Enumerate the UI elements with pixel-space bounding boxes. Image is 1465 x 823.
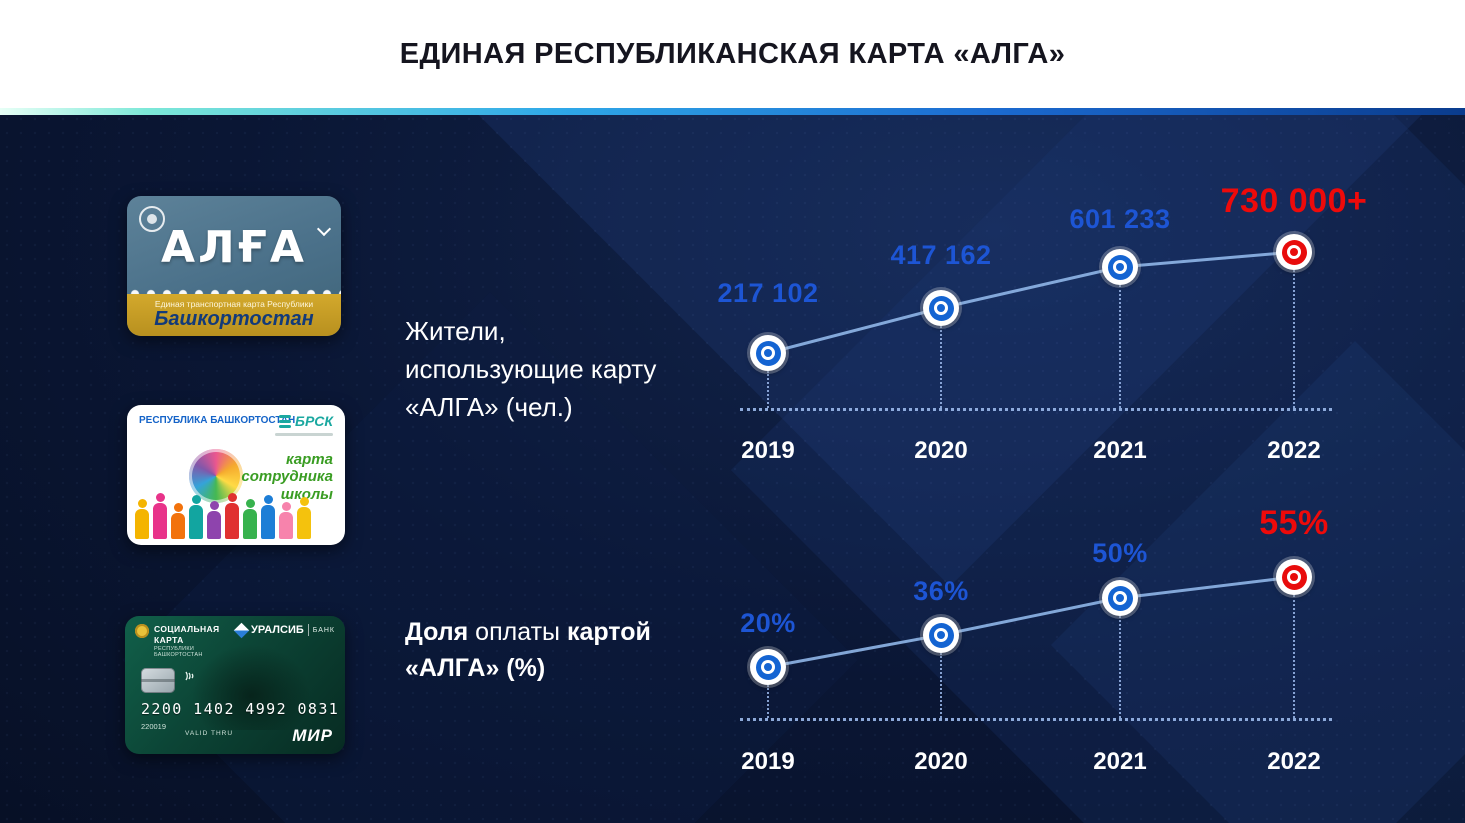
- share-line-chart: 20% 36% 50% 55% 2019 2020 2021 2022: [700, 500, 1390, 810]
- value-label-2020: 36%: [913, 576, 969, 606]
- person-silhouette: [135, 499, 149, 539]
- label-line: «АЛГА» (чел.): [405, 392, 573, 422]
- data-point-2020: [923, 290, 959, 326]
- label-line: «АЛГА» (%): [405, 654, 546, 682]
- year-label: 2022: [1267, 748, 1321, 775]
- brsk-logo-icon: [279, 414, 292, 428]
- residents-line-chart: 217 102 417 162 601 233 730 000+ 2019 20…: [700, 160, 1390, 470]
- school-card-region-label: РЕСПУБЛИКА БАШКОРТОСТАН: [139, 415, 296, 426]
- alga-card-region: Башкортостан: [154, 308, 314, 330]
- dotted-guide: [940, 326, 942, 408]
- dotted-guide: [1293, 595, 1295, 718]
- brsk-logo: БРСК: [279, 413, 333, 429]
- data-point-2019: [750, 335, 786, 371]
- wave-ornament: [127, 284, 341, 294]
- label-normal: оплаты: [468, 618, 567, 646]
- horseman-monument-silhouette: [191, 644, 311, 730]
- year-label: 2019: [741, 437, 795, 464]
- social-card-top-row: СОЦИАЛЬНАЯ КАРТА РЕСПУБЛИКИ БАШКОРТОСТАН…: [135, 622, 335, 658]
- person-silhouette: [225, 493, 239, 539]
- alga-transport-card-image: АЛҒА Единая транспортная карта Республик…: [127, 196, 341, 336]
- label-line: Жители,: [405, 316, 506, 346]
- person-silhouette: [243, 499, 257, 539]
- year-label: 2021: [1093, 437, 1147, 464]
- person-silhouette: [297, 497, 311, 539]
- person-silhouette: [279, 502, 293, 539]
- value-label-2019: 217 102: [717, 278, 819, 308]
- data-point-2019: [750, 649, 786, 685]
- social-card-subtitle: РЕСПУБЛИКИ БАШКОРТОСТАН: [154, 646, 203, 659]
- label-line: Доля оплаты картой: [405, 614, 651, 650]
- data-point-2021: [1102, 580, 1138, 616]
- person-silhouette: [207, 501, 221, 539]
- person-silhouette: [189, 495, 203, 539]
- emblem-core: [147, 214, 157, 224]
- data-point-2021: [1102, 249, 1138, 285]
- bank-label: БАНК: [312, 626, 335, 634]
- value-label-2019: 20%: [740, 608, 796, 638]
- dotted-guide: [767, 371, 769, 408]
- person-silhouette: [171, 503, 185, 539]
- data-point-2020: [923, 617, 959, 653]
- dotted-guide: [1119, 616, 1121, 718]
- label-line: использующие карту: [405, 354, 657, 384]
- card-chip-icon: [141, 668, 175, 693]
- value-label-2022-highlight: 730 000+: [1220, 182, 1368, 220]
- social-card-emblem-icon: [135, 624, 149, 638]
- bank-name: УРАЛСИБ: [250, 624, 304, 636]
- uralsib-bank-logo: УРАЛСИБ БАНК: [233, 622, 335, 638]
- chart-connector-line: [767, 250, 1295, 355]
- social-card-title: СОЦИАЛЬНАЯ КАРТА: [154, 624, 220, 646]
- year-label: 2019: [741, 748, 795, 775]
- mir-logo: МИР: [292, 726, 333, 745]
- uralsib-logo-icon: [233, 622, 250, 638]
- person-silhouette: [153, 493, 167, 539]
- contactless-icon: [183, 668, 199, 689]
- people-silhouettes: [135, 493, 337, 539]
- dotted-guide: [1119, 285, 1121, 408]
- card-number: 2200 1402 4992 0831: [141, 700, 340, 718]
- year-label: 2020: [914, 748, 968, 775]
- caption-line: сотрудника: [241, 468, 333, 486]
- social-card-image: СОЦИАЛЬНАЯ КАРТА РЕСПУБЛИКИ БАШКОРТОСТАН…: [125, 616, 345, 754]
- valid-thru-label: VALID THRU: [185, 730, 234, 737]
- year-label: 2020: [914, 437, 968, 464]
- card-account-number: 220019: [141, 722, 167, 731]
- alga-card-title: АЛҒА: [161, 222, 307, 273]
- data-point-2022-highlight: [1276, 234, 1312, 270]
- residents-chart-label: Жители, использующие карту «АЛГА» (чел.): [405, 312, 656, 426]
- social-card-title-block: СОЦИАЛЬНАЯ КАРТА РЕСПУБЛИКИ БАШКОРТОСТАН: [135, 624, 236, 658]
- dotted-guide: [767, 685, 769, 718]
- dotted-guide: [940, 653, 942, 718]
- header-gradient-divider: [0, 108, 1465, 115]
- chart-connector-line: [767, 575, 1295, 669]
- school-card-caption: карта сотрудника школы: [241, 451, 333, 503]
- label-bold: картой: [566, 618, 651, 646]
- alga-card-subtitle: Единая транспортная карта Республики: [154, 299, 314, 309]
- share-chart-label: Доля оплаты картой «АЛГА» (%): [405, 614, 651, 686]
- value-label-2022-highlight: 55%: [1259, 504, 1329, 542]
- school-employee-card-image: РЕСПУБЛИКА БАШКОРТОСТАН БРСК карта сотру…: [127, 405, 345, 545]
- header-bar: ЕДИНАЯ РЕСПУБЛИКАНСКАЯ КАРТА «АЛГА»: [0, 0, 1465, 108]
- page-title: ЕДИНАЯ РЕСПУБЛИКАНСКАЯ КАРТА «АЛГА»: [399, 37, 1066, 70]
- brsk-logo-fineprint: [275, 433, 333, 436]
- bank-logo-divider: [307, 624, 309, 636]
- bashkortostan-emblem-icon: [139, 206, 165, 232]
- value-label-2021: 601 233: [1069, 204, 1171, 234]
- caption-line: школы: [280, 485, 333, 503]
- data-point-2022-highlight: [1276, 559, 1312, 595]
- caption-line: карта: [286, 451, 333, 468]
- year-label: 2021: [1093, 748, 1147, 775]
- year-label: 2022: [1267, 437, 1321, 464]
- alga-card-gold-strip: Единая транспортная карта Республики Баш…: [127, 294, 341, 336]
- dotted-baseline: [740, 718, 1332, 721]
- brsk-logo-text: БРСК: [295, 413, 333, 429]
- person-silhouette: [261, 495, 275, 539]
- label-bold: Доля: [405, 618, 469, 646]
- value-label-2021: 50%: [1092, 538, 1148, 568]
- value-label-2020: 417 162: [890, 240, 992, 270]
- dotted-guide: [1293, 270, 1295, 408]
- dotted-baseline: [740, 408, 1332, 411]
